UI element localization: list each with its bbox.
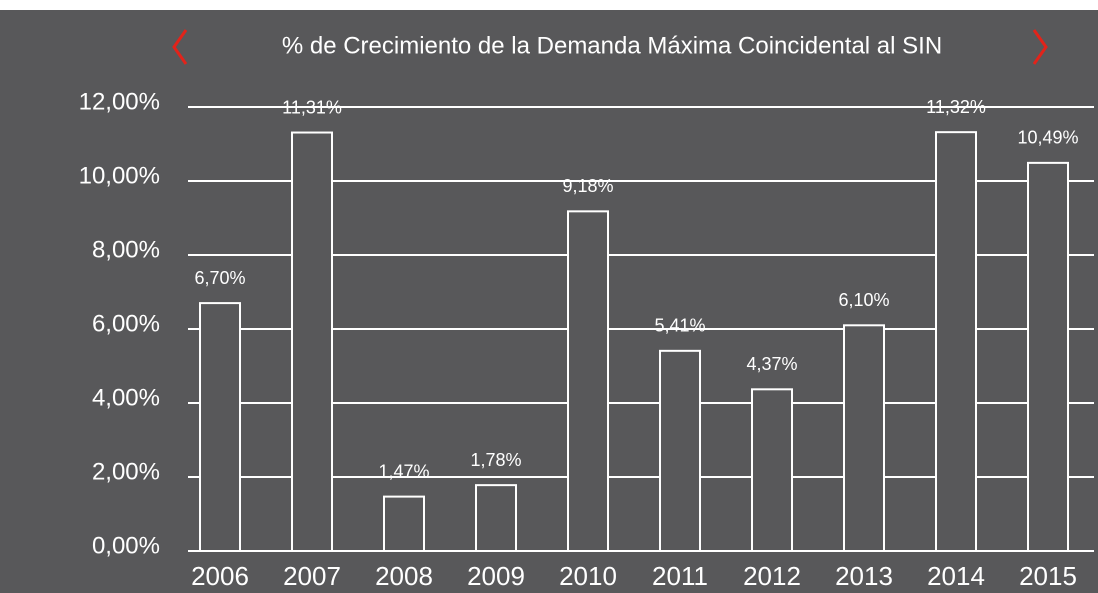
- y-tick-label: 10,00%: [79, 162, 160, 189]
- y-tick-label: 8,00%: [92, 236, 160, 263]
- x-tick-label: 2009: [467, 561, 525, 591]
- x-tick-label: 2010: [559, 561, 617, 591]
- x-tick-label: 2008: [375, 561, 433, 591]
- bar: [751, 388, 793, 552]
- value-label: 5,41%: [654, 316, 705, 336]
- y-tick-label: 6,00%: [92, 310, 160, 337]
- value-label: 1,78%: [470, 450, 521, 470]
- bar: [291, 131, 333, 552]
- chart-title: % de Crecimiento de la Demanda Máxima Co…: [282, 32, 942, 59]
- y-tick-label: 0,00%: [92, 532, 160, 559]
- y-tick-label: 4,00%: [92, 384, 160, 411]
- chevron-left: [172, 29, 188, 65]
- bar: [1027, 161, 1069, 552]
- top-strip: [0, 0, 1098, 10]
- y-tick-label: 12,00%: [79, 88, 160, 115]
- x-tick-label: 2012: [743, 561, 801, 591]
- value-label: 11,31%: [282, 97, 342, 117]
- x-tick-label: 2013: [835, 561, 893, 591]
- x-tick-label: 2015: [1019, 561, 1077, 591]
- bar: [475, 484, 517, 553]
- bar: [659, 349, 701, 552]
- value-label: 11,32%: [926, 97, 986, 117]
- value-label: 10,49%: [1017, 128, 1078, 148]
- value-label: 4,37%: [746, 354, 797, 374]
- x-tick-label: 2007: [283, 561, 341, 591]
- y-tick-label: 2,00%: [92, 458, 160, 485]
- x-tick-label: 2014: [927, 561, 985, 591]
- x-tick-label: 2011: [652, 561, 708, 591]
- value-label: 6,70%: [194, 268, 245, 288]
- bar: [843, 324, 885, 552]
- bar: [567, 210, 609, 552]
- bar: [383, 495, 425, 552]
- x-tick-label: 2006: [191, 561, 249, 591]
- value-label: 6,10%: [838, 290, 889, 310]
- value-label: 1,47%: [378, 461, 429, 481]
- bar: [199, 302, 241, 552]
- bar: [935, 131, 977, 552]
- chevron-right: [1032, 29, 1048, 65]
- value-label: 9,18%: [562, 176, 613, 196]
